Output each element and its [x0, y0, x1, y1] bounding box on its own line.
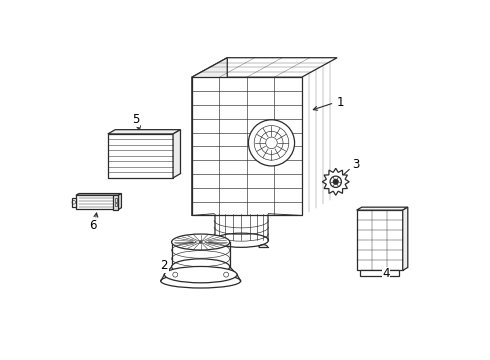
Text: 1: 1 — [337, 95, 344, 108]
Polygon shape — [76, 195, 119, 210]
Polygon shape — [357, 207, 408, 210]
Ellipse shape — [161, 274, 241, 288]
Ellipse shape — [172, 259, 230, 275]
Polygon shape — [192, 58, 337, 77]
Text: 2: 2 — [160, 259, 168, 272]
Polygon shape — [76, 194, 122, 195]
Text: 4: 4 — [382, 267, 390, 280]
Text: 3: 3 — [352, 158, 359, 171]
Ellipse shape — [195, 240, 206, 244]
Ellipse shape — [164, 266, 237, 283]
Circle shape — [333, 179, 339, 184]
Circle shape — [248, 120, 294, 166]
Polygon shape — [360, 270, 399, 276]
Ellipse shape — [199, 242, 202, 243]
Polygon shape — [113, 194, 119, 210]
Polygon shape — [119, 194, 122, 210]
Polygon shape — [357, 210, 403, 270]
Circle shape — [330, 176, 342, 188]
Polygon shape — [403, 207, 408, 270]
Polygon shape — [72, 198, 76, 207]
Text: 6: 6 — [90, 219, 97, 231]
Polygon shape — [192, 77, 302, 215]
Text: 5: 5 — [132, 113, 140, 126]
Polygon shape — [322, 168, 349, 195]
Polygon shape — [192, 58, 227, 215]
Polygon shape — [173, 130, 180, 178]
Polygon shape — [108, 134, 173, 178]
Polygon shape — [108, 130, 180, 134]
Ellipse shape — [172, 234, 230, 250]
